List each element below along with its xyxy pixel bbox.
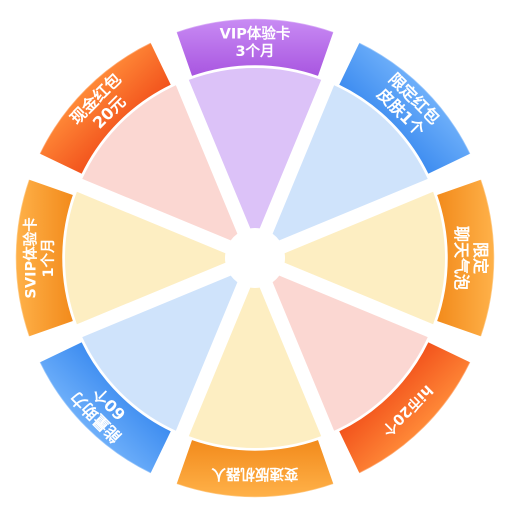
segment-label: 限定聊天气泡 bbox=[452, 226, 490, 290]
tab-highlight bbox=[37, 361, 152, 476]
segment-tab bbox=[37, 340, 173, 476]
segment-tab bbox=[435, 177, 496, 339]
wheel-segment[interactable]: VIP体验卡 3个月 bbox=[174, 16, 336, 229]
segment-wedge bbox=[82, 275, 238, 431]
wheel-segment[interactable]: 变速版机器人 bbox=[174, 287, 336, 500]
tab-highlight bbox=[175, 483, 335, 500]
tab-highlight bbox=[37, 40, 152, 155]
tab-highlight bbox=[175, 16, 335, 33]
segment-label: SVIP体验卡 1个月 bbox=[21, 217, 57, 299]
segment-tab bbox=[337, 40, 473, 176]
tab-highlight bbox=[13, 178, 30, 338]
segment-label-line: 变速版机器人 bbox=[211, 465, 298, 483]
segment-tab bbox=[174, 17, 336, 78]
segment-wedge bbox=[64, 191, 226, 325]
wheel-segment[interactable]: 限定聊天气泡 bbox=[284, 177, 497, 339]
wheel-segment[interactable]: SVIP体验卡 1个月 bbox=[13, 177, 226, 339]
segment-tab bbox=[37, 40, 173, 176]
segment-wedge bbox=[188, 67, 322, 229]
segment-wedge bbox=[272, 275, 428, 431]
segment-tab bbox=[337, 340, 473, 476]
segment-label: 变速版机器人 bbox=[211, 465, 298, 483]
segment-tab bbox=[14, 177, 75, 339]
tab-highlight bbox=[358, 361, 473, 476]
wheel-hub bbox=[227, 230, 283, 286]
wheel-segment[interactable]: 现金红包20元 bbox=[29, 32, 238, 241]
segment-wedge bbox=[284, 191, 446, 325]
segment-label-line: 3个月 bbox=[235, 43, 274, 60]
tab-highlight bbox=[358, 40, 473, 155]
segment-label-line: 聊天气泡 bbox=[452, 226, 471, 290]
segment-wedge bbox=[188, 287, 322, 449]
segment-label-line: VIP体验卡 bbox=[220, 24, 291, 42]
segment-label: VIP体验卡 3个月 bbox=[220, 24, 291, 60]
tab-highlight bbox=[480, 178, 497, 338]
segment-wedge bbox=[82, 85, 238, 241]
segment-tab bbox=[174, 438, 336, 499]
segment-wedge bbox=[272, 85, 428, 241]
segment-label-line: 1个月 bbox=[40, 238, 57, 277]
wheel-segment[interactable]: hi币20个 bbox=[272, 275, 481, 484]
segment-label-line: SVIP体验卡 bbox=[21, 217, 39, 299]
segment-label-line: 限定 bbox=[471, 242, 490, 274]
wheel-segment[interactable]: 限定红包皮肤1个 bbox=[272, 32, 481, 241]
